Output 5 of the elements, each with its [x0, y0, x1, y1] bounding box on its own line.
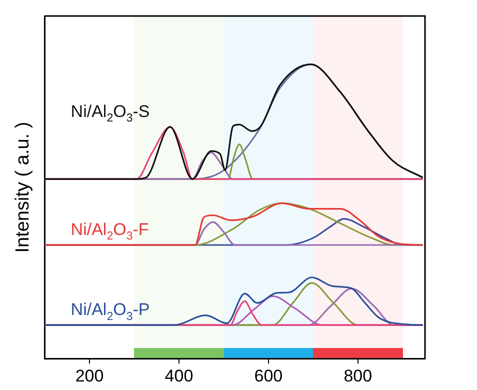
x-tick-label: 800 — [344, 366, 372, 386]
x-tick-label: 200 — [75, 366, 104, 386]
x-tick-label: 400 — [164, 366, 194, 386]
y-axis-title: Intensity ( a.u. ) — [12, 122, 34, 253]
x-tick-label: 600 — [254, 366, 283, 386]
